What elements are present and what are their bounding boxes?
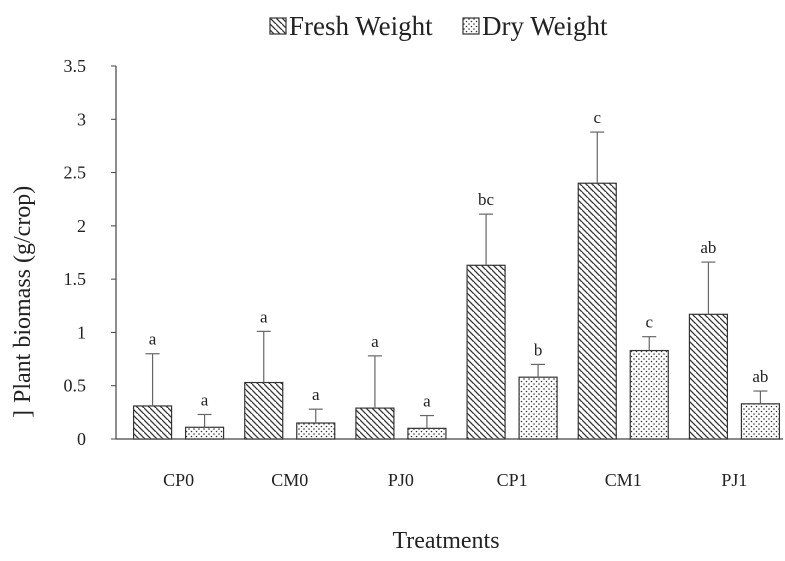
- y-axis-title-text: Plant biomass (g/crop): [10, 186, 36, 403]
- x-axis-title: Treatments: [392, 528, 499, 554]
- significance-label-dry-weight: c: [645, 313, 653, 332]
- significance-label-fresh-weight: c: [593, 108, 601, 127]
- x-tick-label: CP0: [163, 470, 194, 490]
- significance-label-dry-weight: ab: [752, 367, 768, 386]
- legend-label-dry-weight: Dry Weight: [482, 11, 608, 41]
- y-tick-label: 0: [77, 429, 86, 449]
- y-axis-title: ] Plant biomass (g/crop): [10, 186, 36, 418]
- y-tick-label: 2.5: [64, 163, 87, 183]
- x-tick-label: PJ0: [388, 470, 414, 490]
- significance-label-dry-weight: a: [312, 385, 320, 404]
- bar-dry-weight-pj0: [407, 427, 447, 440]
- y-tick-group: 0 0.5 1 1.5 2 2.5 3 3.5: [64, 56, 116, 449]
- y-axis-title-prefix: ]: [10, 410, 36, 418]
- significance-label-dry-weight: b: [534, 340, 543, 359]
- bar-fresh-weight-cm0: [244, 381, 284, 440]
- significance-label-dry-weight: a: [423, 392, 431, 411]
- bar-fresh-weight-cp1: [466, 264, 506, 440]
- significance-label-fresh-weight: ab: [700, 238, 716, 257]
- category-label-group: CP0 CM0 PJ0 CP1 CM1 PJ1: [163, 470, 747, 490]
- x-tick-label: PJ1: [721, 470, 747, 490]
- significance-label-fresh-weight: a: [149, 330, 157, 349]
- bar-dry-weight-cp1: [518, 376, 558, 440]
- bar-dry-weight-pj1: [740, 403, 781, 440]
- y-tick-label: 3: [77, 109, 86, 129]
- bar-fresh-weight-pj1: [688, 313, 729, 440]
- significance-label-dry-weight: a: [201, 390, 209, 409]
- x-tick-label: CM0: [271, 470, 308, 490]
- bar-fresh-weight-cp0: [132, 405, 173, 440]
- y-tick-label: 2: [77, 216, 86, 236]
- significance-label-fresh-weight: a: [260, 307, 268, 326]
- bar-fresh-weight-cm1: [577, 182, 617, 440]
- legend-swatch-fresh-weight: [269, 17, 287, 35]
- y-tick-label: 1: [77, 322, 86, 342]
- y-tick-label: 0.5: [64, 376, 87, 396]
- significance-label-fresh-weight: bc: [478, 190, 495, 209]
- legend-label-fresh-weight: Fresh Weight: [289, 11, 433, 41]
- legend: Fresh Weight Dry Weight: [269, 11, 608, 41]
- y-tick-label: 3.5: [64, 56, 87, 76]
- bar-dry-weight-cm0: [296, 422, 336, 440]
- bar-dry-weight-cp0: [184, 426, 225, 440]
- bar-dry-weight-cm1: [629, 349, 669, 440]
- legend-swatch-dry-weight: [462, 17, 480, 35]
- significance-label-fresh-weight: a: [371, 332, 379, 351]
- x-tick-label: CP1: [497, 470, 528, 490]
- bar-fresh-weight-pj0: [355, 407, 395, 440]
- y-tick-label: 1.5: [64, 269, 87, 289]
- x-tick-label: CM1: [605, 470, 642, 490]
